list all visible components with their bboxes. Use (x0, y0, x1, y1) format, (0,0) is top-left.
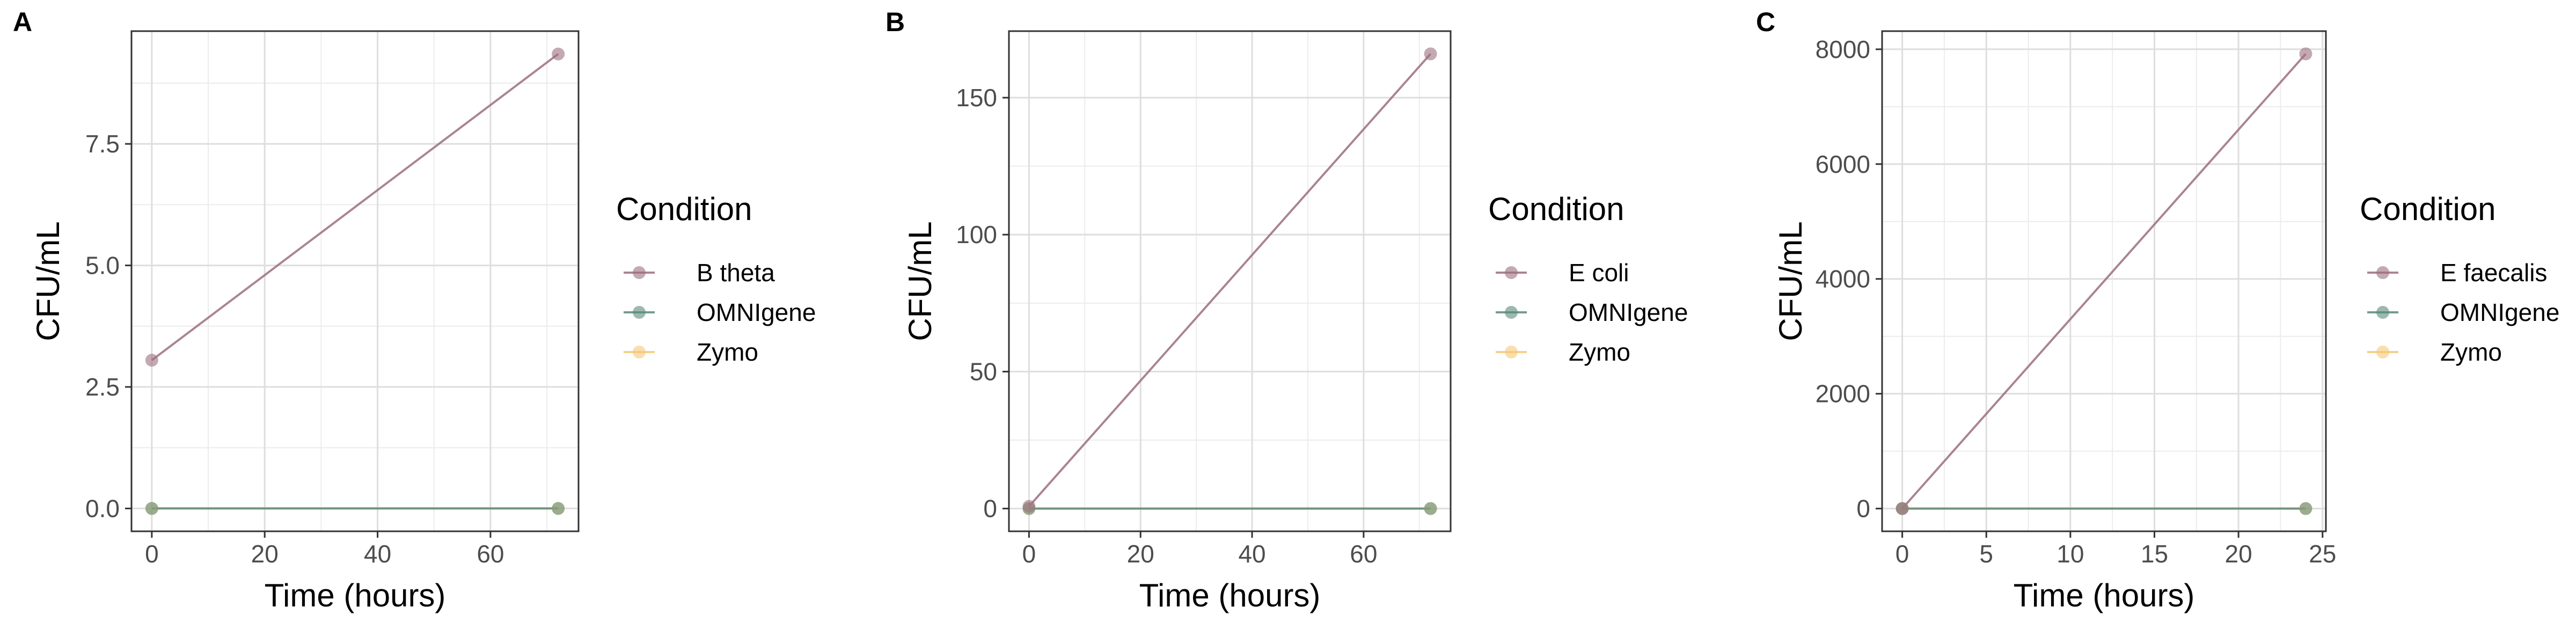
data-point (1424, 502, 1437, 515)
data-point (1896, 502, 1909, 515)
legend-key-point (2376, 266, 2389, 279)
y-tick-label: 4000 (1816, 265, 1870, 293)
series-line-0 (1028, 53, 1432, 507)
y-tick-label: 150 (956, 84, 997, 112)
legend-key-point (2376, 306, 2389, 319)
legend-label: E coli (1569, 259, 1629, 287)
legend-key-point (633, 306, 646, 319)
legend-title: Condition (616, 191, 752, 227)
y-axis-title: CFU/mL (902, 221, 938, 341)
y-tick-label: 7.5 (85, 130, 120, 158)
legend-title: Condition (2360, 191, 2496, 227)
data-point (1424, 47, 1437, 61)
x-tick-label: 60 (1350, 540, 1377, 568)
data-point (2299, 47, 2312, 61)
y-tick-label: 50 (970, 357, 997, 385)
data-point (145, 354, 158, 367)
y-tick-label: 5.0 (85, 252, 120, 280)
chart-panel-b: 0 20 40 60 0 50 100 150 Time (hours) CFU/mL B Condi… (885, 7, 1688, 613)
legend-label: Zymo (2440, 338, 2502, 366)
x-axis-title: Time (hours) (2014, 577, 2195, 613)
y-tick-label: 0 (1856, 495, 1870, 523)
legend-key-point (1505, 306, 1518, 319)
x-tick-label: 0 (1022, 540, 1036, 568)
x-tick-label: 20 (1127, 540, 1154, 568)
legend-label: Zymo (697, 338, 758, 366)
data-point (145, 502, 158, 515)
x-tick-label: 25 (2309, 540, 2336, 568)
legend: Condition E faecalis OMNIgene Zymo (2360, 191, 2559, 366)
panel-letter: C (1756, 7, 1775, 37)
y-axis-title: CFU/mL (1773, 221, 1809, 341)
legend-label: Zymo (1569, 338, 1630, 366)
x-axis-title: Time (hours) (1139, 577, 1321, 613)
series-line-0 (1901, 53, 2307, 509)
legend-label: OMNIgene (1569, 298, 1688, 326)
legend-label: OMNIgene (697, 298, 816, 326)
legend-key-point (1505, 266, 1518, 279)
x-tick-label: 40 (364, 540, 391, 568)
data-point (552, 47, 565, 61)
legend-key-point (633, 266, 646, 279)
legend: Condition E coli OMNIgene Zymo (1488, 191, 1688, 366)
y-tick-label: 2000 (1816, 380, 1870, 408)
x-tick-label: 60 (477, 540, 504, 568)
x-tick-label: 10 (2057, 540, 2084, 568)
x-tick-label: 40 (1238, 540, 1265, 568)
legend-key-point (1505, 346, 1518, 358)
legend: Condition B theta OMNIgene Zymo (616, 191, 816, 366)
legend-key-point (633, 346, 646, 358)
x-tick-label: 20 (2225, 540, 2252, 568)
data-point (2299, 502, 2312, 515)
y-tick-label: 0 (983, 495, 997, 523)
panel-letter: B (885, 7, 905, 37)
chart-panel-c: 0 5 10 15 20 25 0 2000 4000 6000 8000 Time (hours) C… (1756, 7, 2559, 613)
y-tick-label: 0.0 (85, 494, 120, 522)
x-tick-label: 20 (251, 540, 279, 568)
data-point (552, 502, 565, 515)
plot-border (1881, 30, 2327, 532)
x-tick-label: 0 (145, 540, 159, 568)
y-tick-label: 6000 (1816, 150, 1870, 178)
legend-title: Condition (1488, 191, 1624, 227)
legend-label: OMNIgene (2440, 298, 2559, 326)
legend-label: E faecalis (2440, 259, 2547, 287)
legend-key-point (2376, 346, 2389, 358)
y-tick-label: 2.5 (85, 373, 120, 401)
plot-background (131, 31, 579, 531)
y-axis-title: CFU/mL (30, 221, 66, 341)
series-line-0 (151, 53, 559, 361)
y-tick-label: 8000 (1816, 35, 1870, 63)
panel-letter: A (13, 7, 32, 37)
data-point (1022, 500, 1036, 513)
legend-label: B theta (697, 259, 775, 287)
x-axis-title: Time (hours) (265, 577, 446, 613)
plot-border (1008, 30, 1452, 532)
plot-border (130, 30, 580, 532)
chart-panel-a: 0 20 40 60 0.0 2.5 5.0 7.5 Time (hours) CFU/mL A Co… (13, 7, 816, 613)
x-tick-label: 15 (2141, 540, 2168, 568)
x-tick-label: 5 (1979, 540, 1993, 568)
y-tick-label: 100 (956, 221, 997, 248)
x-tick-label: 0 (1896, 540, 1909, 568)
